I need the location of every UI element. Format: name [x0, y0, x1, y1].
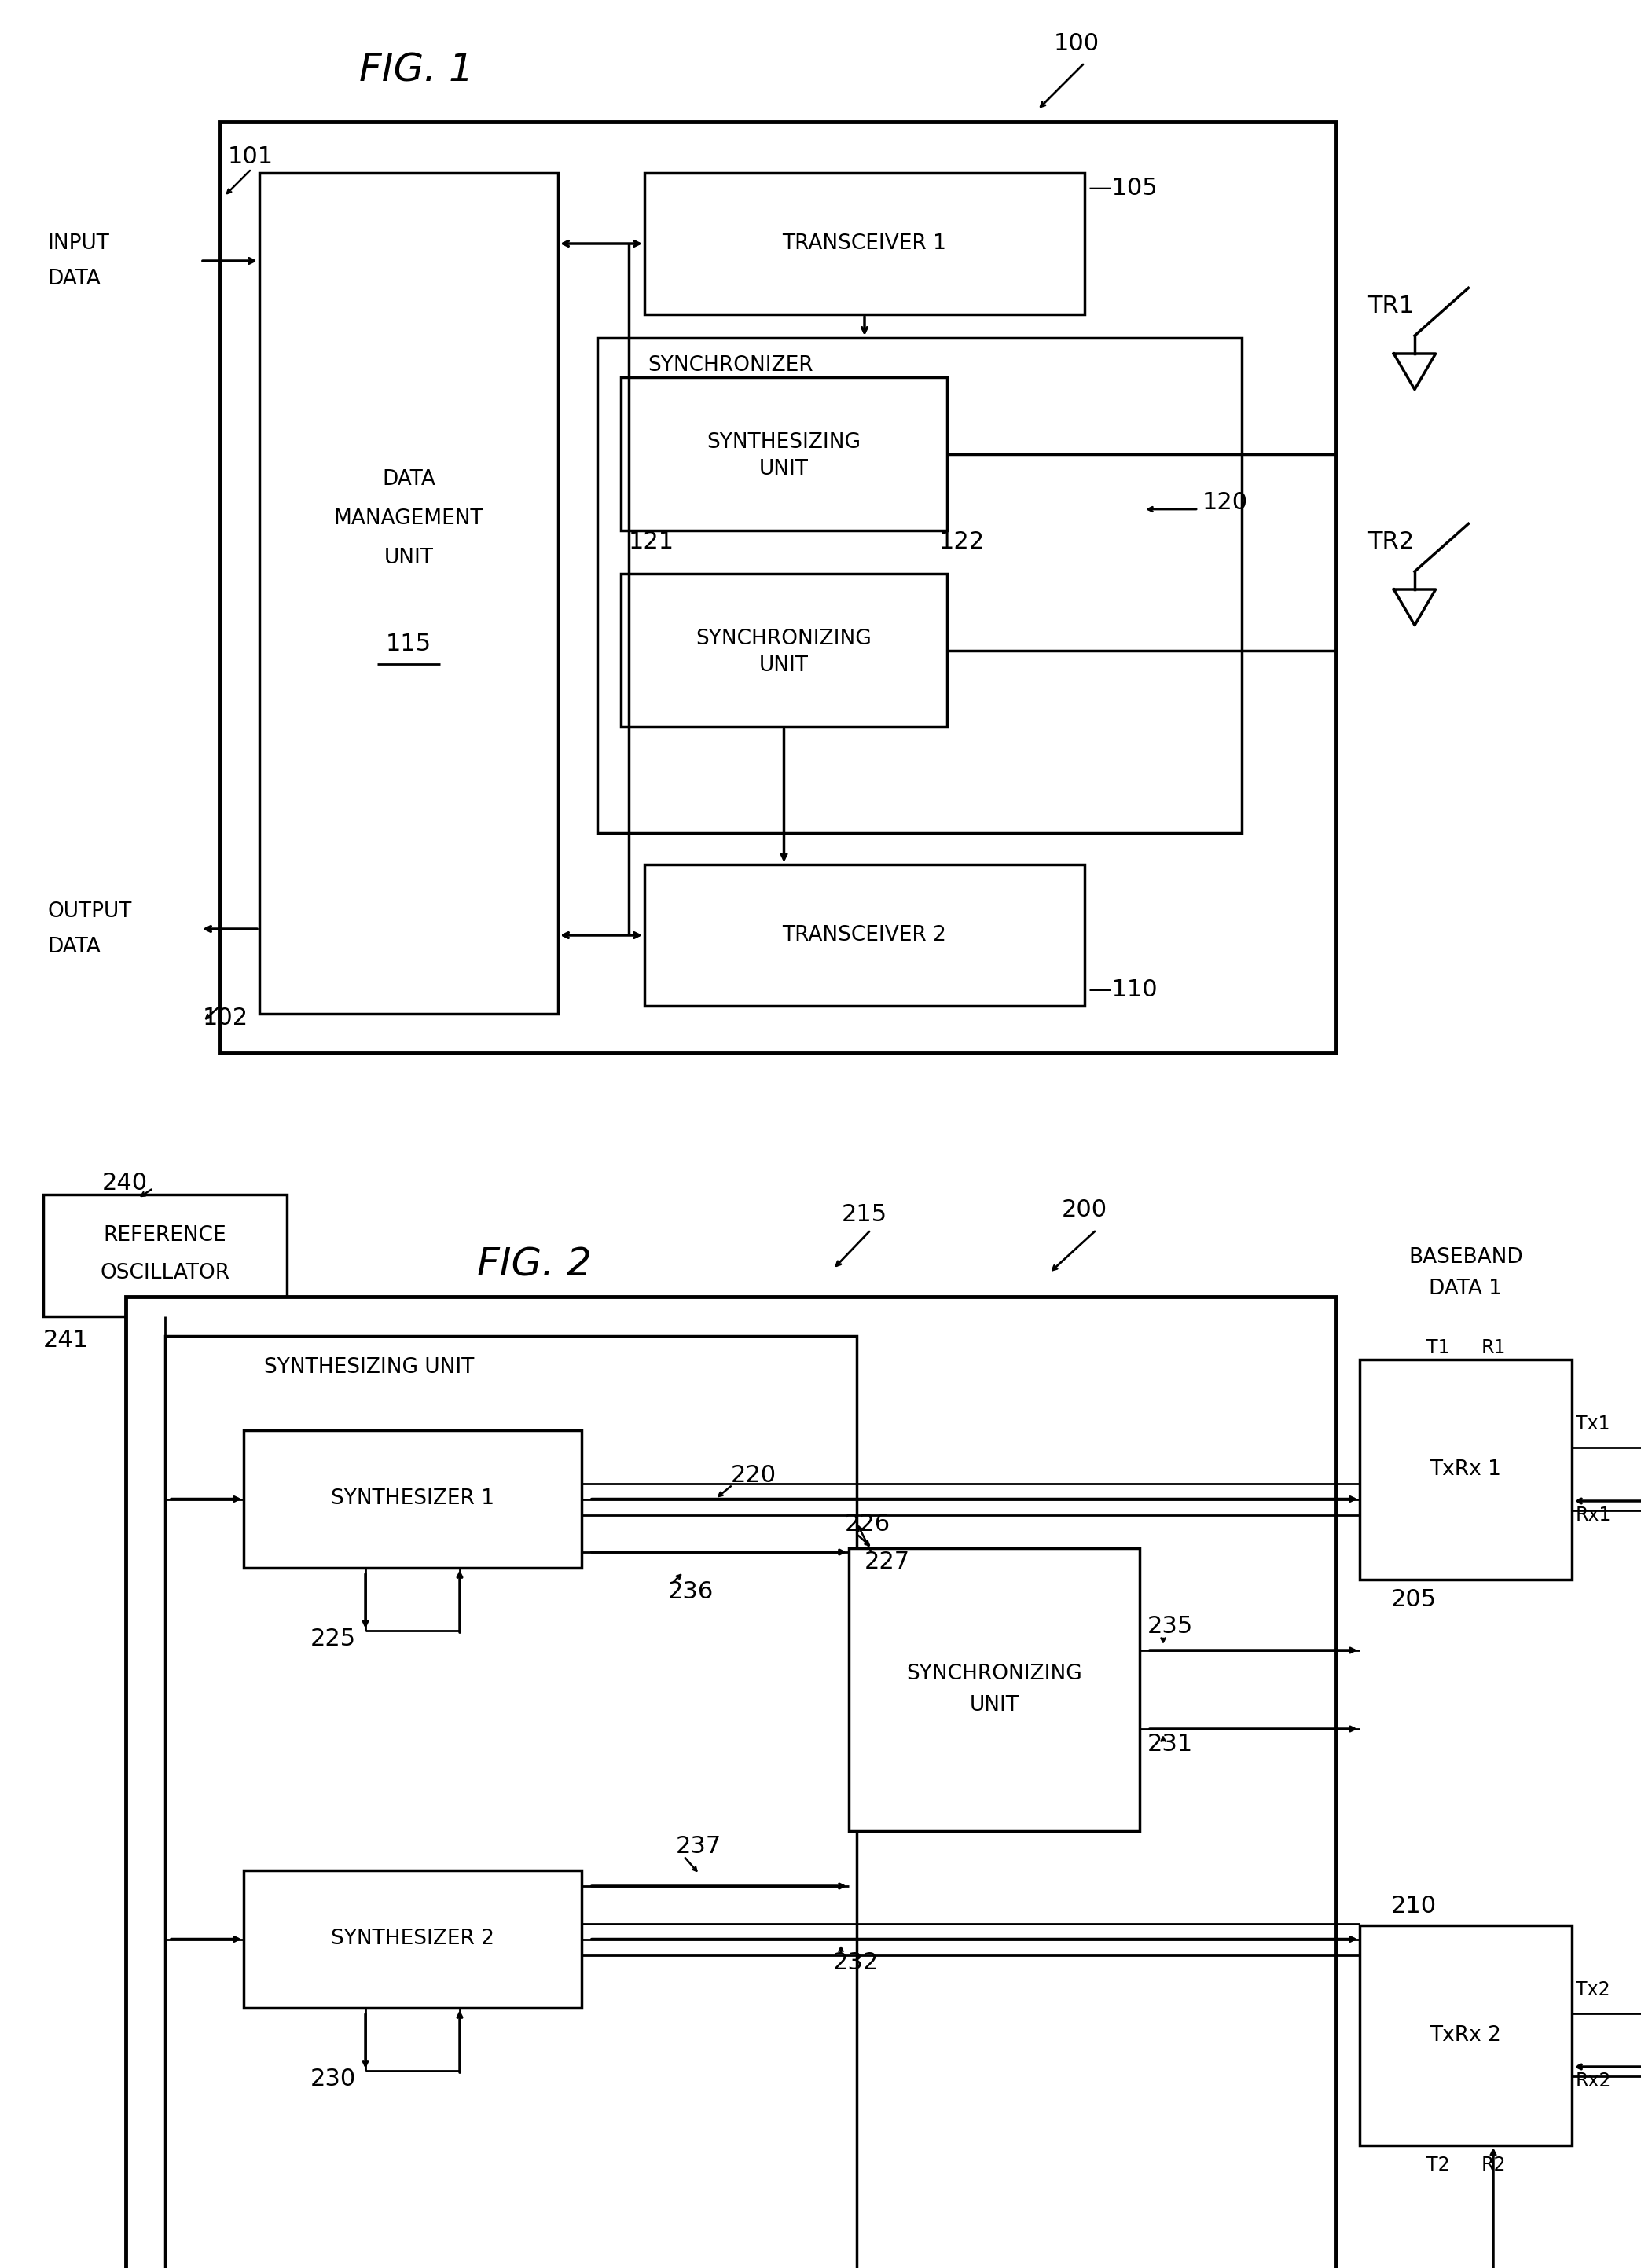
Bar	[1360, 1359, 1572, 1579]
Text: 237: 237	[676, 1835, 722, 1857]
Text: UNIT: UNIT	[760, 655, 809, 676]
Text: SYNCHRONIZER: SYNCHRONIZER	[648, 356, 814, 376]
Text: UNIT: UNIT	[384, 549, 433, 569]
Bar	[220, 122, 1336, 1052]
Text: 240: 240	[102, 1170, 148, 1195]
Text: Rx1: Rx1	[1575, 1506, 1611, 1524]
Text: SYNCHRONIZING: SYNCHRONIZING	[906, 1665, 1081, 1685]
Text: UNIT: UNIT	[970, 1694, 1019, 1715]
Text: 225: 225	[310, 1626, 356, 1649]
Text: DATA: DATA	[48, 937, 100, 957]
Text: OUTPUT: OUTPUT	[48, 900, 131, 921]
Text: SYNTHESIZING: SYNTHESIZING	[707, 431, 862, 451]
Text: 200: 200	[1062, 1200, 1108, 1222]
Text: 101: 101	[228, 145, 274, 168]
Text: 220: 220	[730, 1465, 776, 1488]
Text: TR2: TR2	[1367, 531, 1415, 553]
Text: T1: T1	[1426, 1338, 1451, 1356]
Text: MANAGEMENT: MANAGEMENT	[333, 508, 484, 528]
Text: 102: 102	[203, 1007, 248, 1030]
Text: FIG. 2: FIG. 2	[478, 1247, 592, 1284]
Text: REFERENCE: REFERENCE	[103, 1225, 226, 1245]
Text: SYNTHESIZING UNIT: SYNTHESIZING UNIT	[264, 1356, 474, 1377]
Text: 230: 230	[310, 2066, 356, 2091]
Bar	[243, 1431, 581, 1567]
Bar	[1360, 1926, 1572, 2146]
Text: R2: R2	[1480, 2155, 1506, 2175]
Text: FIG. 1: FIG. 1	[359, 52, 474, 91]
Bar	[848, 1549, 1139, 1830]
Text: 241: 241	[43, 1329, 89, 1352]
Bar	[166, 1336, 857, 2268]
Text: —105: —105	[1088, 177, 1159, 200]
Text: 231: 231	[1147, 1733, 1193, 1755]
Text: 121: 121	[629, 531, 674, 553]
Text: —110: —110	[1088, 980, 1159, 1002]
Bar	[243, 1871, 581, 2007]
Bar	[259, 172, 558, 1014]
Text: 232: 232	[834, 1950, 880, 1973]
Text: TRANSCEIVER 1: TRANSCEIVER 1	[783, 234, 947, 254]
Text: INPUT: INPUT	[48, 234, 110, 254]
Text: 115: 115	[386, 633, 432, 655]
Text: UNIT: UNIT	[760, 460, 809, 481]
Bar	[620, 574, 947, 728]
Text: 227: 227	[865, 1551, 911, 1574]
Text: 120: 120	[1203, 492, 1249, 515]
Text: DATA: DATA	[382, 469, 435, 490]
Text: TxRx 2: TxRx 2	[1429, 2025, 1502, 2046]
Text: SYNCHRONIZING: SYNCHRONIZING	[696, 628, 871, 649]
Text: TxRx 1: TxRx 1	[1429, 1458, 1502, 1479]
Text: SYNTHESIZER 1: SYNTHESIZER 1	[331, 1488, 494, 1508]
Text: DATA: DATA	[48, 270, 100, 290]
Text: R1: R1	[1480, 1338, 1505, 1356]
Text: SYNTHESIZER 2: SYNTHESIZER 2	[331, 1928, 494, 1948]
Text: Rx2: Rx2	[1575, 2071, 1611, 2091]
Bar	[645, 172, 1085, 315]
Bar	[597, 338, 1242, 832]
Text: Tx1: Tx1	[1575, 1415, 1610, 1433]
Bar	[43, 1195, 287, 1315]
Text: 205: 205	[1392, 1588, 1438, 1610]
Text: 226: 226	[845, 1513, 891, 1535]
Text: BASEBAND: BASEBAND	[1408, 1247, 1523, 1268]
Text: T2: T2	[1426, 2155, 1451, 2175]
Text: 236: 236	[668, 1581, 714, 1603]
Text: Tx2: Tx2	[1575, 1980, 1610, 1998]
Bar	[126, 1297, 1336, 2268]
Text: 122: 122	[939, 531, 985, 553]
Bar	[645, 864, 1085, 1007]
Text: OSCILLATOR: OSCILLATOR	[100, 1263, 230, 1284]
Bar	[620, 376, 947, 531]
Text: DATA 1: DATA 1	[1429, 1279, 1502, 1300]
Text: 210: 210	[1392, 1894, 1438, 1916]
Text: TRANSCEIVER 2: TRANSCEIVER 2	[783, 925, 947, 946]
Text: 215: 215	[842, 1202, 888, 1225]
Text: 235: 235	[1147, 1615, 1193, 1637]
Text: TR1: TR1	[1367, 295, 1415, 318]
Text: 100: 100	[1054, 32, 1099, 54]
